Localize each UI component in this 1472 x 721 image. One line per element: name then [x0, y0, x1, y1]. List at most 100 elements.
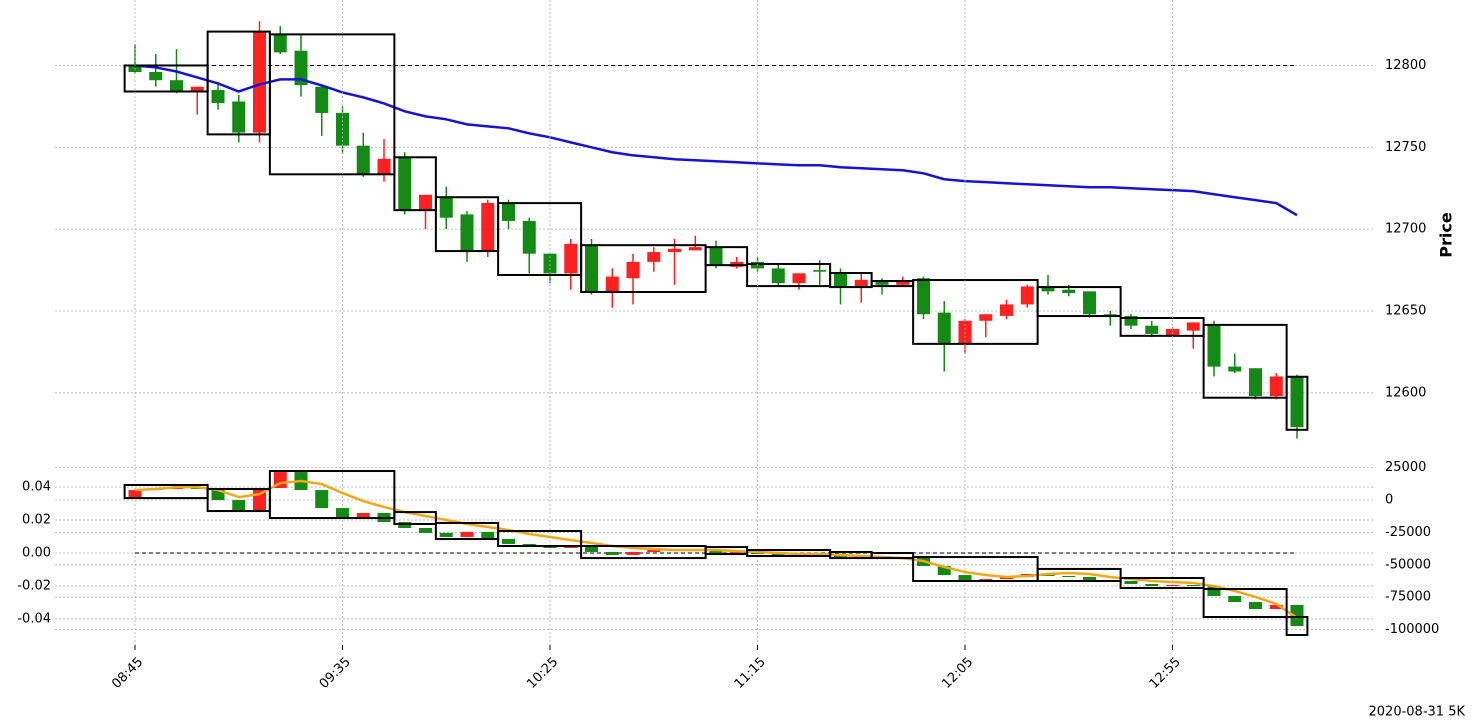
candle-body	[232, 500, 246, 511]
candle-body	[668, 248, 681, 253]
candle-body	[253, 31, 266, 133]
candle-body	[647, 550, 661, 552]
candle-body	[170, 80, 183, 92]
candle-body	[834, 273, 847, 287]
candle-body	[1186, 322, 1200, 331]
candle-body	[439, 532, 453, 537]
candle-body	[1124, 315, 1138, 326]
range-box	[1285, 616, 1309, 637]
candle-body	[1145, 325, 1159, 334]
y-tick-label: 25000	[1385, 460, 1426, 475]
candle-body	[522, 220, 536, 254]
x-tick-label: 09:35	[317, 655, 354, 692]
candle-body	[813, 270, 827, 272]
candle-body	[688, 247, 702, 251]
candle-body	[958, 575, 972, 580]
range-box	[1285, 375, 1309, 431]
candle-body	[211, 489, 225, 501]
range-box	[268, 470, 396, 520]
candle-body	[398, 522, 412, 529]
candle-body	[937, 565, 951, 576]
x-tick-label: 12:05	[939, 655, 976, 692]
y-tick-label: 12800	[1385, 58, 1426, 73]
range-box	[497, 202, 583, 276]
candle-body	[170, 487, 183, 490]
candle-body	[128, 490, 142, 498]
y-tick-label: -25000	[1385, 525, 1431, 540]
y-tick-label: 0.02	[22, 513, 51, 528]
candle-body	[979, 314, 993, 321]
x-tick-label: 11:15	[732, 655, 769, 692]
range-box	[912, 279, 1039, 345]
candle-body	[1228, 366, 1242, 372]
candle-body	[481, 531, 495, 539]
candle-body	[543, 253, 557, 274]
candle-body	[1041, 286, 1055, 292]
candle-body	[1269, 604, 1283, 609]
candle-body	[356, 145, 370, 174]
candle-body	[896, 281, 910, 285]
candle-body	[585, 545, 598, 552]
y-tick-label: -75000	[1385, 590, 1431, 605]
candle-body	[149, 72, 163, 81]
range-box	[393, 156, 437, 212]
candle-body	[419, 194, 432, 210]
candle-body	[979, 579, 993, 581]
candle-body	[585, 245, 598, 292]
candle-body	[1083, 576, 1096, 580]
candle-body	[771, 268, 785, 284]
candle-body	[875, 281, 889, 285]
candle-body	[1290, 376, 1304, 428]
candle-body	[1290, 604, 1304, 626]
candle-body	[232, 101, 246, 133]
candle-body	[626, 551, 640, 555]
candle-body	[502, 202, 515, 221]
candle-body	[419, 528, 432, 533]
range-box	[1036, 567, 1122, 583]
candle-body	[273, 34, 287, 53]
y-tick-label: 12600	[1385, 385, 1426, 400]
y-tick-label: -50000	[1385, 557, 1431, 572]
candle-body	[854, 279, 868, 287]
candle-body	[1186, 585, 1200, 587]
y-tick-label: 12700	[1385, 222, 1426, 237]
candle-body	[1145, 583, 1159, 587]
candle-body	[771, 554, 785, 556]
candle-body	[1207, 586, 1221, 597]
y-tick-label: 0.00	[22, 545, 51, 560]
x-tick-label: 10:25	[524, 655, 561, 692]
range-box	[580, 244, 707, 293]
candle-body	[1124, 581, 1138, 584]
y-tick-label: 0.04	[22, 480, 51, 495]
candle-body	[377, 158, 391, 174]
range-box	[1119, 577, 1205, 589]
candle-body	[1166, 585, 1179, 587]
candle-body	[1062, 575, 1076, 577]
candle-body	[605, 551, 619, 555]
candle-body	[1249, 368, 1262, 397]
x-tick-label: 12:55	[1147, 655, 1184, 692]
line-series	[134, 64, 1298, 217]
y-tick-label: -100000	[1385, 622, 1439, 637]
candle-body	[1000, 304, 1013, 316]
candle-body	[439, 196, 453, 218]
y-tick-label: -0.04	[17, 611, 51, 626]
candle-body	[481, 202, 495, 251]
range-box	[393, 511, 437, 525]
candle-body	[1062, 289, 1076, 293]
candle-body	[564, 243, 578, 274]
candle-body	[917, 278, 930, 315]
candle-body	[730, 551, 744, 554]
range-box	[870, 552, 915, 560]
candle-body	[1020, 286, 1034, 305]
candle-body	[398, 157, 412, 210]
candle-body	[336, 508, 349, 518]
candle-body	[937, 312, 951, 344]
candle-body	[647, 252, 661, 262]
candle-body	[626, 261, 640, 279]
candle-body	[1269, 376, 1283, 397]
candle-body	[502, 538, 515, 544]
line-series	[134, 479, 1298, 619]
range-box	[1202, 323, 1288, 399]
